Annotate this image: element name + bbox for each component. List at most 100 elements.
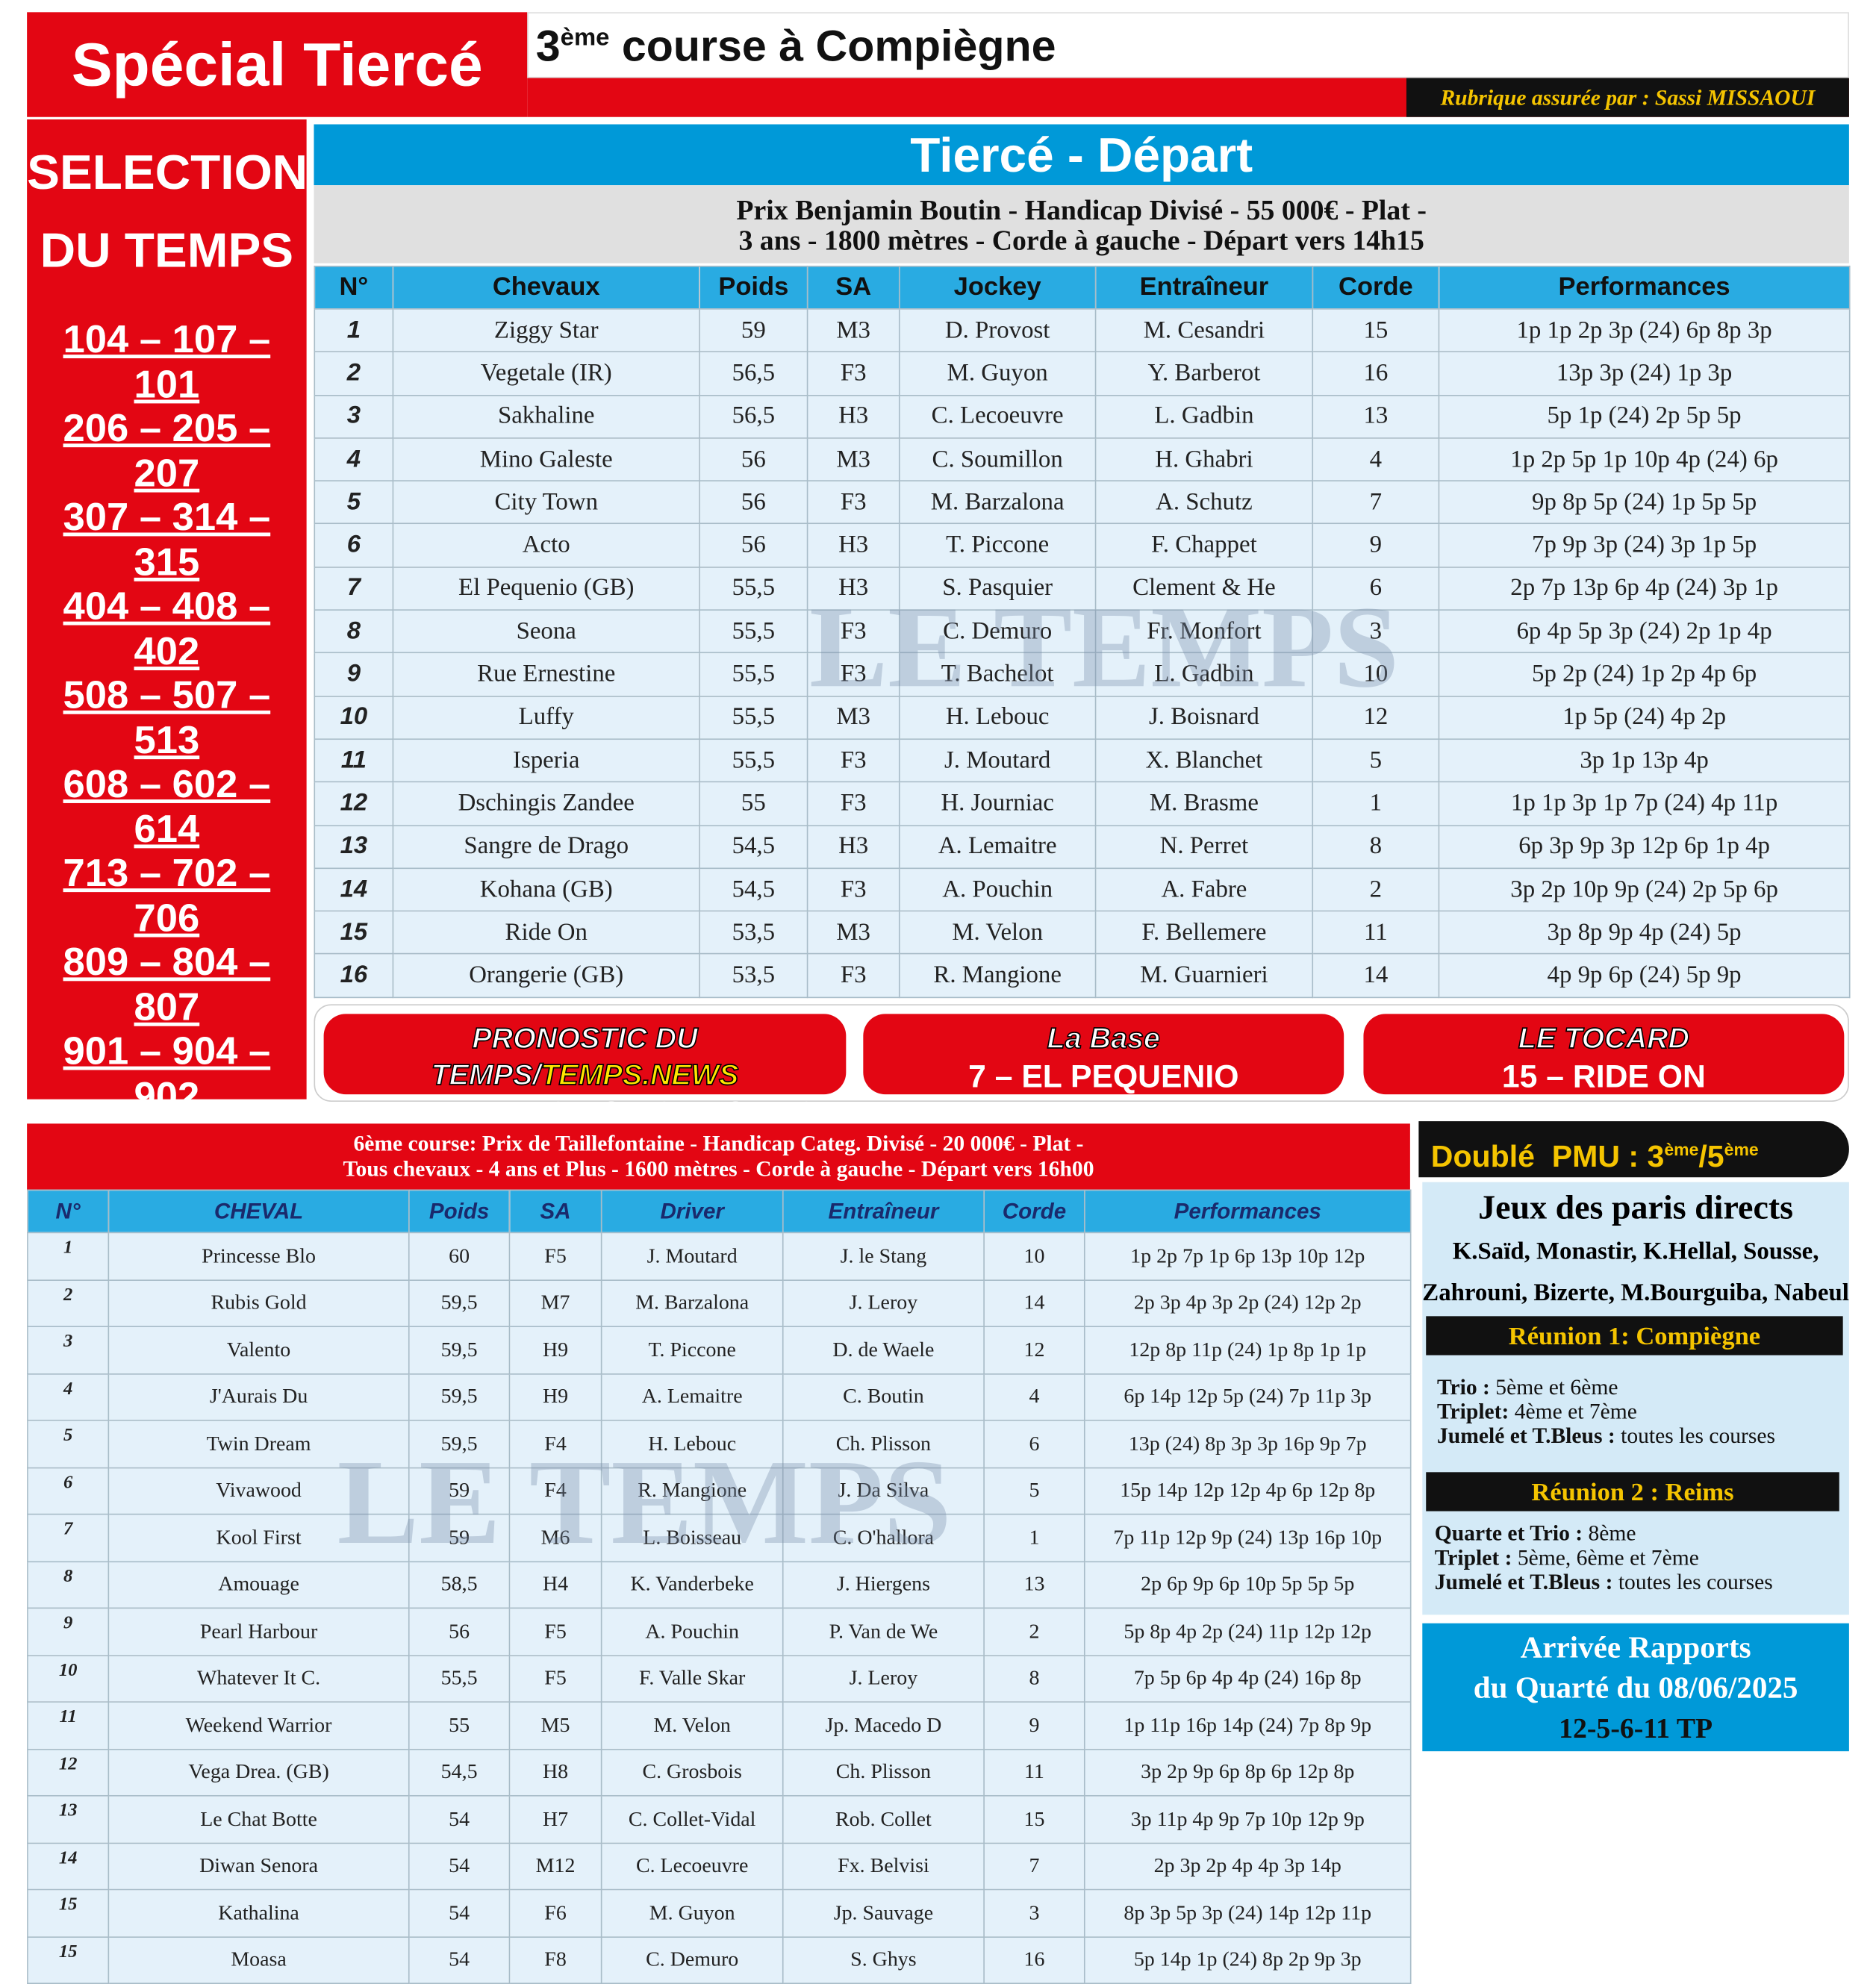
table-cell: C. Demuro bbox=[600, 1935, 784, 1984]
table-row: 4 J'Aurais Du 59,5 H9 A. Lemaitre C. Boutin 4 6… bbox=[27, 1373, 1412, 1421]
bet-type: Jumelé et T.Bleus : bbox=[1434, 1569, 1613, 1594]
pmu-title-text: Doublé PMU : 3 bbox=[1430, 1140, 1665, 1174]
table-cell: F3 bbox=[806, 738, 900, 783]
table-cell: J. Da Silva bbox=[782, 1466, 985, 1515]
table-row: 15 Kathalina 54 F6 M. Guyon Jp. Sauvage 3 8p 3p… bbox=[27, 1888, 1412, 1938]
table-cell: A. Lemaitre bbox=[898, 824, 1097, 869]
table-cell: 56,5 bbox=[699, 394, 808, 439]
reunion-line: Trio : 5ème et 6ème bbox=[1437, 1375, 1842, 1400]
row-number: 13 bbox=[27, 1794, 110, 1844]
table-cell: M3 bbox=[806, 437, 900, 482]
table-row: 10 Whatever It C. 55,5 F5 F. Valle Skar J. Le… bbox=[27, 1654, 1412, 1703]
table-cell: L. Gadbin bbox=[1094, 652, 1314, 697]
table-cell: 8p 3p 5p 3p (24) 14p 12p 11p bbox=[1083, 1888, 1412, 1938]
table-cell: T. Piccone bbox=[600, 1326, 784, 1374]
column-header: Entraîneur bbox=[1094, 265, 1314, 310]
column-header: SA bbox=[806, 265, 900, 310]
bet-races: 8ème bbox=[1588, 1520, 1636, 1546]
table-cell: 54 bbox=[408, 1794, 511, 1844]
table-cell: 54 bbox=[408, 1935, 511, 1984]
pronostic-box: PRONOSTIC DU TEMPS/TEMPS.NEWS 7 – 14 – 1… bbox=[323, 1014, 847, 1131]
table-cell: Sakhaline bbox=[392, 394, 700, 439]
table-cell: 56 bbox=[699, 437, 808, 482]
table-cell: H7 bbox=[508, 1794, 602, 1844]
table-row: 2 Vegetale (IR) 56,5 F3 M. Guyon Y. Barberot 1… bbox=[314, 351, 1851, 396]
table-cell: F. Valle Skar bbox=[600, 1654, 784, 1703]
table-cell: L. Boisseau bbox=[600, 1513, 784, 1562]
pmu-sup: ème bbox=[1664, 1139, 1699, 1159]
table-cell: H. Lebouc bbox=[898, 695, 1097, 740]
bet-type: Triplet: bbox=[1437, 1399, 1509, 1423]
table-cell: 9 bbox=[983, 1701, 1085, 1750]
selection-pick: 809 – 804 – 807 bbox=[63, 939, 271, 1029]
table-cell: M. Guyon bbox=[600, 1888, 784, 1938]
tocard-label: LE TOCARD bbox=[1518, 1022, 1690, 1056]
table-cell: Seona bbox=[392, 609, 700, 654]
table-cell: 4 bbox=[1312, 437, 1440, 482]
tierce-subtitle: Prix Benjamin Boutin - Handicap Divisé -… bbox=[314, 185, 1849, 263]
table-cell: 2 bbox=[983, 1607, 1085, 1656]
row-number: 5 bbox=[27, 1420, 110, 1468]
table-cell: C. Demuro bbox=[898, 609, 1097, 654]
table-cell: R. Mangione bbox=[898, 953, 1097, 998]
table-cell: F3 bbox=[806, 953, 900, 998]
row-number: 9 bbox=[314, 652, 394, 697]
table-cell: A. Pouchin bbox=[898, 867, 1097, 912]
table-cell: H9 bbox=[508, 1373, 602, 1421]
table-cell: F. Chappet bbox=[1094, 523, 1314, 568]
table-cell: Vegetale (IR) bbox=[392, 351, 700, 396]
table-cell: 5p 14p 1p (24) 8p 2p 9p 3p bbox=[1083, 1935, 1412, 1984]
table-cell: J. Moutard bbox=[898, 738, 1097, 783]
table-cell: A. Fabre bbox=[1094, 867, 1314, 912]
column-header: N° bbox=[314, 265, 394, 310]
table-cell: 1p 2p 5p 1p 10p 4p (24) 6p bbox=[1438, 437, 1851, 482]
table-cell: 5p 1p (24) 2p 5p 5p bbox=[1438, 394, 1851, 439]
table-row: 12 Vega Drea. (GB) 54,5 H8 C. Grosbois Ch. Pl… bbox=[27, 1748, 1412, 1797]
table-cell: 7p 9p 3p (24) 3p 1p 5p bbox=[1438, 523, 1851, 568]
table-cell: 3 bbox=[983, 1888, 1085, 1938]
row-number: 12 bbox=[27, 1748, 110, 1797]
table-cell: 58,5 bbox=[408, 1560, 511, 1609]
table-cell: F. Bellemere bbox=[1094, 910, 1314, 955]
table-row: 9 Pearl Harbour 56 F5 A. Pouchin P. Van de We… bbox=[27, 1607, 1412, 1656]
column-header: Driver bbox=[600, 1189, 784, 1234]
table-cell: M. Guyon bbox=[898, 351, 1097, 396]
row-number: 16 bbox=[314, 953, 394, 998]
pronostic-label-text: PRONOSTIC DU TEMPS/ bbox=[431, 1022, 699, 1093]
column-header: CHEVAL bbox=[107, 1189, 410, 1234]
row-number: 2 bbox=[27, 1279, 110, 1327]
table-header: N° CHEVAL Poids SA Driver Entraîneur Corde Perf… bbox=[27, 1189, 1412, 1234]
table-cell: Moasa bbox=[107, 1935, 410, 1984]
table-cell: 1p 1p 2p 3p (24) 6p 8p 3p bbox=[1438, 308, 1851, 353]
table-cell: Vega Drea. (GB) bbox=[107, 1748, 410, 1797]
selection-panel: SELECTION DU TEMPS 104 – 107 – 101 206 – … bbox=[27, 119, 308, 1117]
bet-races: 4ème et 7ème bbox=[1514, 1399, 1637, 1423]
row-number: 8 bbox=[27, 1560, 110, 1609]
table-cell: 5p 2p (24) 1p 2p 4p 6p bbox=[1438, 652, 1851, 697]
table-cell: P. Van de We bbox=[782, 1607, 985, 1656]
table-row: 14 Diwan Senora 54 M12 C. Lecoeuvre Fx. Belvi… bbox=[27, 1841, 1412, 1891]
reunion-lines: Quarte et Trio : 8ème Triplet : 5ème, 6èm… bbox=[1435, 1521, 1845, 1594]
table-cell: 9p 8p 5p (24) 1p 5p 5p bbox=[1438, 480, 1851, 525]
table-cell: Kathalina bbox=[107, 1888, 410, 1938]
table-cell: Diwan Senora bbox=[107, 1841, 410, 1891]
table-cell: F4 bbox=[508, 1466, 602, 1515]
table-cell: 15 bbox=[983, 1794, 1085, 1844]
table-cell: F4 bbox=[508, 1420, 602, 1468]
column-header: Performances bbox=[1438, 265, 1851, 310]
table-row: 10 Luffy 55,5 M3 H. Lebouc J. Boisnard 12 1p 5p… bbox=[314, 695, 1851, 740]
table-cell: 55,5 bbox=[699, 695, 808, 740]
table-cell: Jp. Sauvage bbox=[782, 1888, 985, 1938]
row-number: 11 bbox=[27, 1701, 110, 1750]
table-cell: H. Journiac bbox=[898, 781, 1097, 826]
column-header: Jockey bbox=[898, 265, 1097, 310]
table-row: 11 Weekend Warrior 55 M5 M. Velon Jp. Macedo … bbox=[27, 1701, 1412, 1750]
row-number: 15 bbox=[27, 1888, 110, 1938]
table-cell: 15p 14p 12p 12p 4p 6p 12p 8p bbox=[1083, 1466, 1412, 1515]
table-cell: D. de Waele bbox=[782, 1326, 985, 1374]
race6-table: N° CHEVAL Poids SA Driver Entraîneur Corde Perf… bbox=[27, 1189, 1412, 1984]
table-cell: H8 bbox=[508, 1748, 602, 1797]
table-row: 13 Sangre de Drago 54,5 H3 A. Lemaitre N. Per… bbox=[314, 824, 1851, 869]
table-row: 12 Dschingis Zandee 55 F3 H. Journiac M. Bras… bbox=[314, 781, 1851, 826]
bet-races: toutes les courses bbox=[1621, 1423, 1776, 1448]
